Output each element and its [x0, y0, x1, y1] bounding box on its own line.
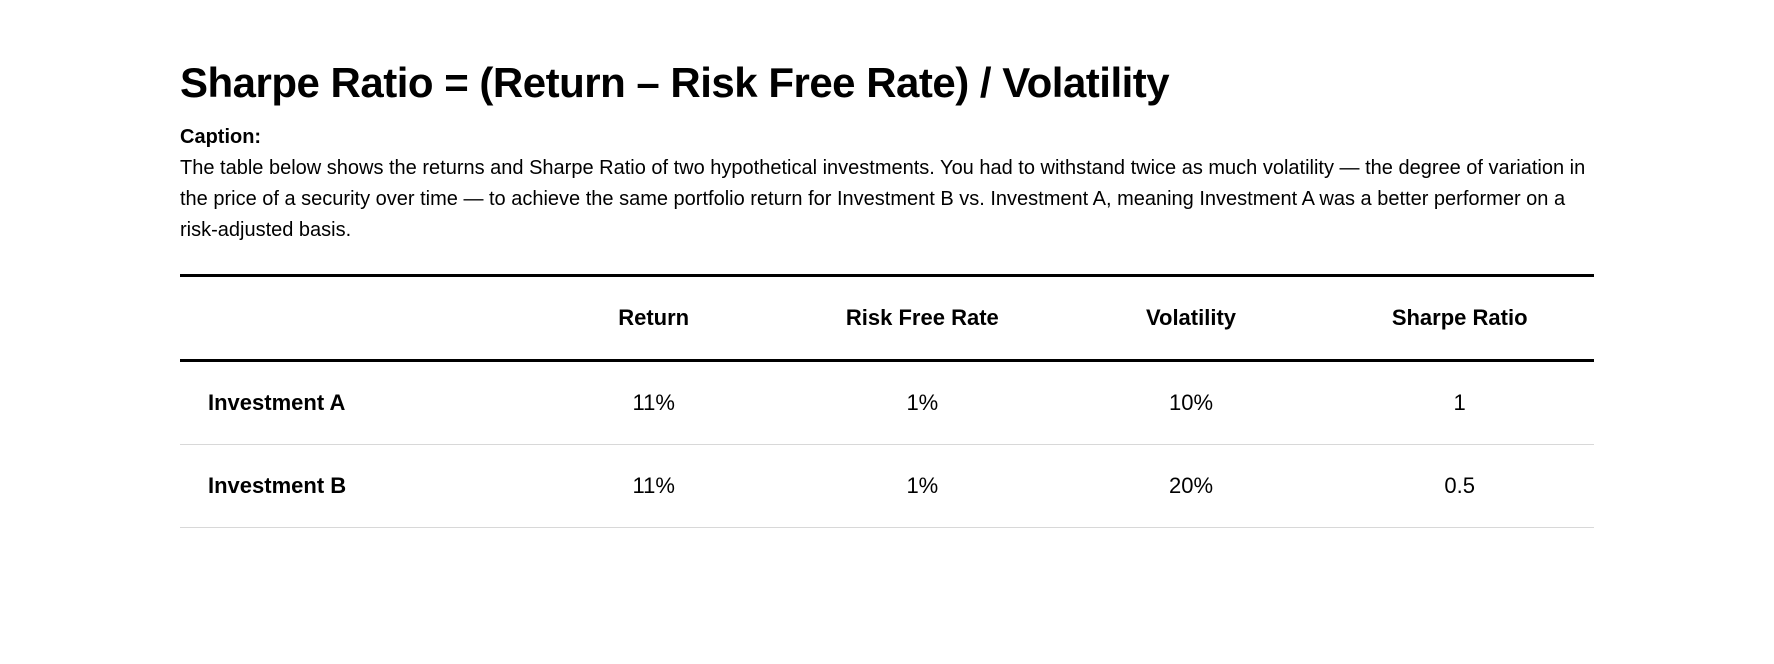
table-header-cell: Volatility — [1057, 276, 1326, 361]
table-cell: 20% — [1057, 445, 1326, 528]
row-label: Investment A — [180, 361, 519, 445]
table-cell: 10% — [1057, 361, 1326, 445]
table-header-cell: Sharpe Ratio — [1325, 276, 1594, 361]
table-row: Investment A 11% 1% 10% 1 — [180, 361, 1594, 445]
table-row: Investment B 11% 1% 20% 0.5 — [180, 445, 1594, 528]
table-header-cell: Return — [519, 276, 788, 361]
table-cell: 1% — [788, 361, 1057, 445]
caption-label: Caption: — [180, 126, 1594, 149]
table-cell: 1 — [1325, 361, 1594, 445]
table-cell: 1% — [788, 445, 1057, 528]
table-header-cell — [180, 276, 519, 361]
table-cell: 11% — [519, 361, 788, 445]
row-label: Investment B — [180, 445, 519, 528]
page-title: Sharpe Ratio = (Return – Risk Free Rate)… — [180, 60, 1594, 106]
table-header-row: Return Risk Free Rate Volatility Sharpe … — [180, 276, 1594, 361]
sharpe-ratio-table: Return Risk Free Rate Volatility Sharpe … — [180, 274, 1594, 528]
table-header-cell: Risk Free Rate — [788, 276, 1057, 361]
caption-text: The table below shows the returns and Sh… — [180, 153, 1594, 246]
table-cell: 11% — [519, 445, 788, 528]
table-cell: 0.5 — [1325, 445, 1594, 528]
